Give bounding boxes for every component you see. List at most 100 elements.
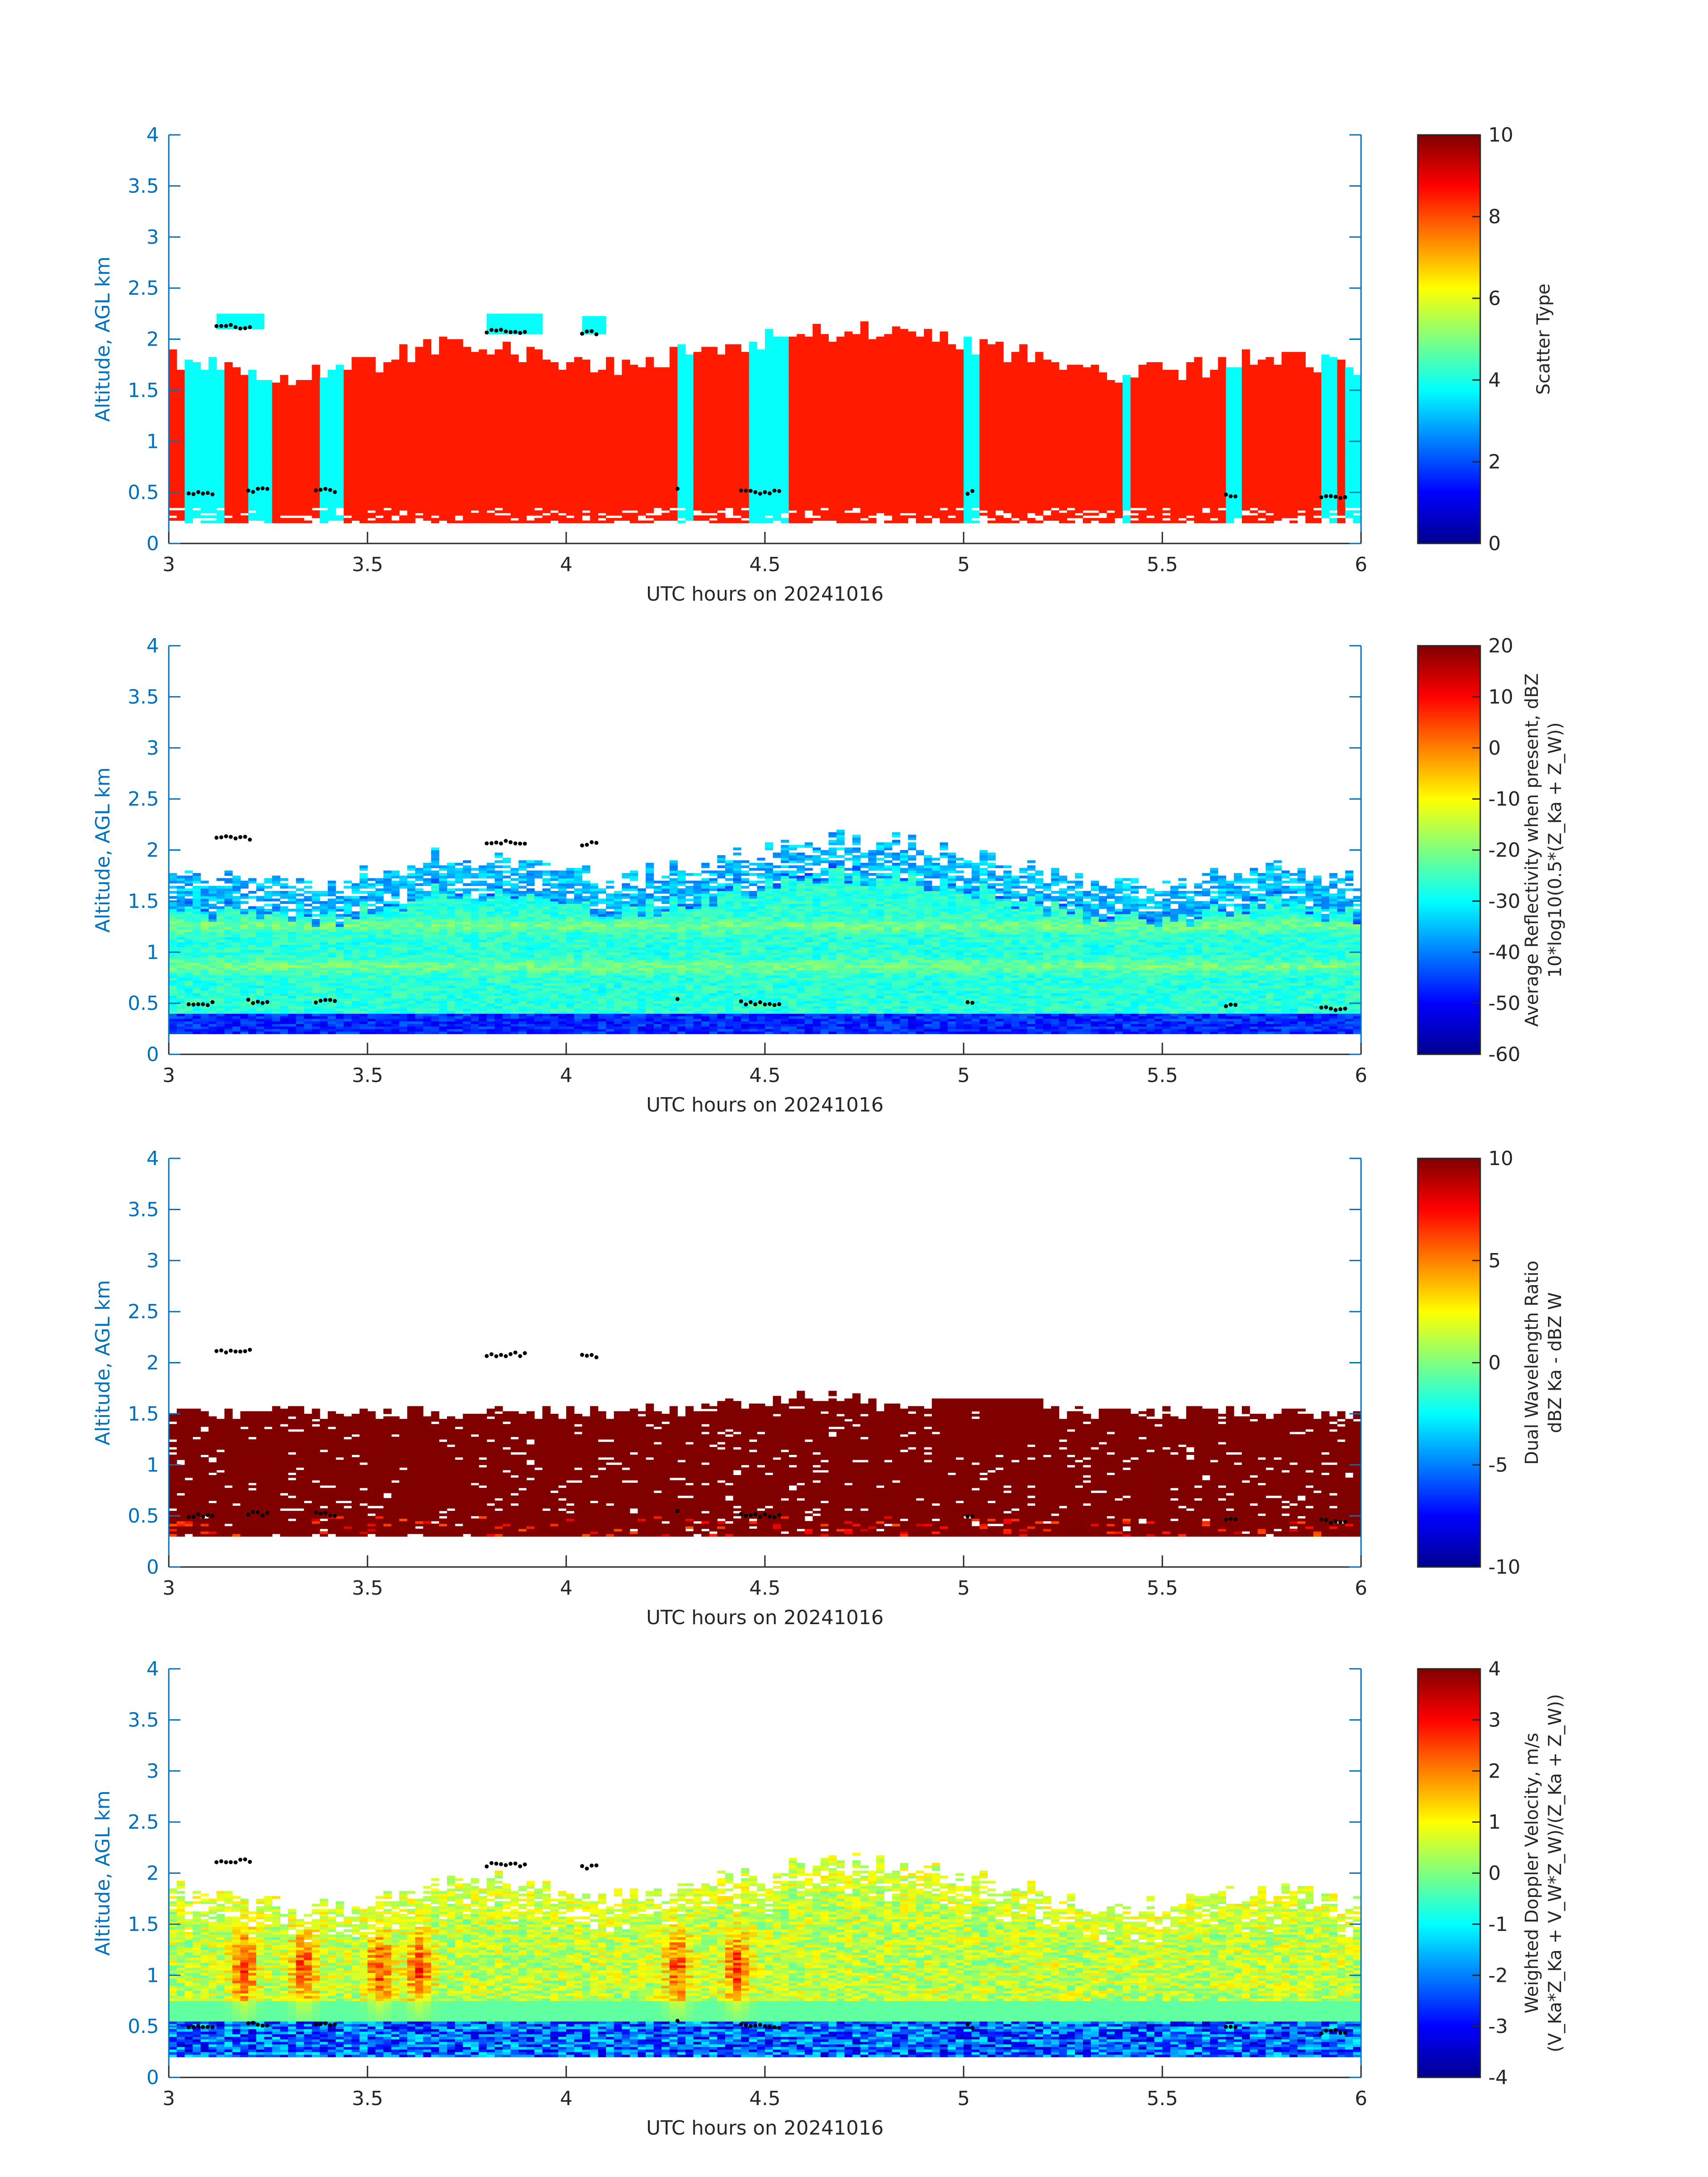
heatmap-cell [304, 449, 312, 452]
heatmap-cell [209, 487, 217, 490]
heatmap-cell [542, 375, 551, 378]
heatmap-cell [638, 495, 646, 498]
heatmap-cell [701, 502, 710, 506]
heatmap-cell [638, 395, 646, 398]
heatmap-cell [781, 485, 789, 488]
heatmap-cell [256, 472, 265, 475]
heatmap-cell [272, 474, 280, 477]
heatmap-cell [661, 459, 670, 462]
heatmap-cell [407, 398, 416, 401]
heatmap-cell [677, 426, 686, 429]
heatmap-cell [209, 505, 217, 508]
heatmap-cell [701, 426, 710, 429]
heatmap-cell [558, 469, 567, 472]
heatmap-cell [272, 485, 280, 488]
heatmap-cell [741, 487, 749, 490]
heatmap-cell [240, 375, 249, 378]
heatmap-cell [399, 449, 408, 452]
heatmap-cell [709, 416, 718, 419]
heatmap-cell [614, 513, 622, 516]
heatmap-cell [200, 467, 209, 470]
heatmap-cell [312, 454, 320, 457]
heatmap-cell [590, 329, 598, 332]
heatmap-cell [169, 403, 177, 406]
heatmap-cell [606, 513, 614, 516]
heatmap-cell [534, 434, 543, 437]
heatmap-cell [232, 316, 241, 319]
heatmap-cell [169, 469, 177, 472]
heatmap-cell [773, 439, 781, 442]
heatmap-cell [343, 382, 352, 385]
heatmap-cell [240, 395, 249, 398]
heatmap-cell [209, 377, 217, 380]
heatmap-cell [510, 520, 519, 523]
heatmap-cell [335, 464, 344, 467]
heatmap-cell [574, 459, 583, 462]
heatmap-cell [717, 390, 726, 393]
heatmap-cell [423, 434, 431, 437]
heatmap-cell [351, 413, 360, 416]
heatmap-cell [431, 423, 439, 426]
heatmap-cell [510, 372, 519, 376]
heatmap-cell [479, 464, 487, 467]
heatmap-cell [192, 441, 201, 444]
heatmap-cell [518, 495, 527, 498]
heatmap-cell [765, 349, 773, 352]
heatmap-cell [256, 382, 265, 385]
heatmap-cell [693, 370, 702, 373]
heatmap-cell [773, 518, 781, 521]
heatmap-cell [741, 462, 749, 465]
heatmap-cell [367, 482, 376, 485]
heatmap-cell [757, 477, 765, 480]
heatmap-cell [494, 428, 503, 431]
heatmap-cell [487, 380, 495, 383]
heatmap-cell [574, 464, 583, 467]
heatmap-cell [757, 434, 765, 437]
heatmap-cell [399, 385, 408, 388]
heatmap-cell [328, 372, 336, 376]
heatmap-cell [701, 439, 710, 442]
heatmap-cell [248, 507, 257, 511]
heatmap-cell [192, 436, 201, 439]
heatmap-cell [296, 380, 305, 383]
heatmap-cell [431, 393, 439, 396]
heatmap-cell [367, 390, 376, 393]
heatmap-cell [367, 507, 376, 511]
heatmap-cell [487, 489, 495, 493]
heatmap-cell [487, 474, 495, 477]
heatmap-cell [304, 408, 312, 411]
heatmap-cell [709, 446, 718, 449]
heatmap-cell [757, 349, 765, 352]
heatmap-cell [638, 400, 646, 404]
heatmap-cell [757, 403, 765, 406]
heatmap-cell [733, 502, 742, 506]
heatmap-cell [375, 510, 384, 513]
heatmap-cell [312, 477, 320, 480]
heatmap-cell [359, 398, 368, 401]
heatmap-cell [717, 408, 726, 411]
heatmap-cell [248, 410, 257, 414]
heatmap-cell [296, 462, 305, 465]
heatmap-cell [598, 390, 606, 393]
heatmap-cell [383, 480, 392, 483]
heatmap-cell [566, 520, 575, 523]
heatmap-cell [502, 349, 511, 352]
heatmap-cell [598, 321, 606, 324]
heatmap-cell [542, 364, 551, 368]
heatmap-cell [280, 439, 288, 442]
heatmap-cell [264, 388, 272, 391]
heatmap-cell [359, 428, 368, 431]
heatmap-cell [343, 416, 352, 419]
heatmap-cell [367, 388, 376, 391]
heatmap-cell [590, 382, 598, 385]
heatmap-cell [606, 364, 614, 368]
heatmap-cell [320, 382, 328, 385]
heatmap-cell [749, 410, 757, 414]
heatmap-cell [328, 388, 336, 391]
heatmap-cell [375, 416, 384, 419]
heatmap-cell [542, 403, 551, 406]
heatmap-cell [669, 408, 678, 411]
heatmap-cell [209, 385, 217, 388]
heatmap-cell [256, 462, 265, 465]
heatmap-cell [558, 395, 567, 398]
